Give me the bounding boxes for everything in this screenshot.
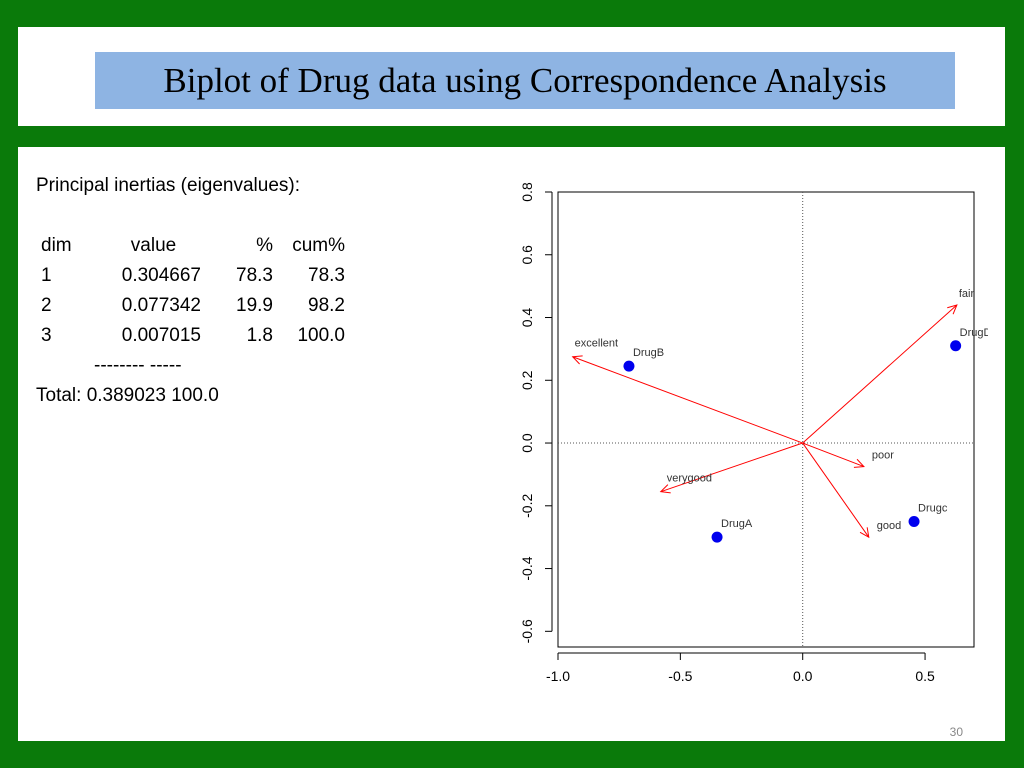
x-tick-label: 0.5 [915,668,935,684]
plot-frame [557,191,975,648]
y-tick-label: 0.4 [519,308,535,328]
x-tick-label: 0.0 [793,668,813,684]
inertia-separator: -------- ----- [94,355,182,376]
row-cum: 78.3 [308,265,345,286]
inertia-table: Principal inertias (eigenvalues): dim va… [36,171,345,411]
y-tick-label: -0.6 [519,619,535,643]
inertia-total: Total: 0.389023 100.0 [36,385,219,406]
header-cum: cum% [292,235,345,256]
inertia-heading: Principal inertias (eigenvalues): [36,175,301,196]
row-cum: 98.2 [308,295,345,316]
arrow-line [660,442,803,493]
x-tick-label: -1.0 [546,668,570,684]
inertia-row: 3 0.007015 1.8 100.0 [36,321,345,351]
arrow-label: verygood [667,473,712,485]
y-tick-label: 0.0 [519,433,535,453]
y-tick-label: 0.6 [519,245,535,265]
header-value: value [130,235,177,256]
title-box: Biplot of Drug data using Correspondence… [95,52,955,109]
inertia-row: 1 0.304667 78.3 78.3 [36,261,345,291]
arrow-label: good [877,520,901,532]
data-point [623,360,635,372]
row-cum: 100.0 [297,325,345,346]
data-point [908,515,920,527]
row-value: 0.077342 [121,295,201,316]
row-pct: 19.9 [236,295,273,316]
inertia-header-row: dim value % cum% [36,231,345,261]
arrow-label: excellent [575,338,618,350]
arrow-line [802,442,870,538]
content-panel: Principal inertias (eigenvalues): dim va… [18,147,1005,741]
row-dim: 1 [41,265,52,286]
y-tick-label: -0.4 [519,556,535,580]
slide-title: Biplot of Drug data using Correspondence… [163,60,887,100]
arrow-head [571,355,583,365]
arrow-label: poor [872,450,894,462]
x-tick-label: -0.5 [668,668,692,684]
arrow-head [859,527,870,539]
header-pct: % [256,235,273,256]
inertia-row: 2 0.077342 19.9 98.2 [36,291,345,321]
arrow-head [853,458,865,468]
biplot-chart: -1.0 -0.5 0.0 0.5 -0.6 -0.4 -0.2 0.0 0.2 0.4 0.6 0.… [519,182,988,684]
arrow-head [947,304,958,315]
arrow-head [659,484,671,494]
arrow-line [802,304,958,444]
data-point-label: DrugA [721,518,753,530]
page-number: 30 [949,725,963,739]
data-point-label: Drugc [918,502,948,514]
data-point [950,340,962,352]
data-point-label: DrugD [960,327,988,339]
row-dim: 2 [41,295,52,316]
arrow-label: fair [959,288,975,300]
arrow-line [572,356,803,444]
row-pct: 1.8 [246,325,273,346]
y-tick-label: 0.2 [519,370,535,390]
data-point-label: DrugB [633,347,664,359]
row-dim: 3 [41,325,52,346]
y-tick-label: -0.2 [519,494,535,518]
y-tick-label: 0.8 [519,182,535,202]
data-point [711,531,723,543]
row-value: 0.304667 [121,265,201,286]
title-panel: Biplot of Drug data using Correspondence… [18,27,1005,126]
arrow-line [802,442,865,468]
row-pct: 78.3 [236,265,273,286]
header-dim: dim [41,235,72,256]
row-value: 0.007015 [121,325,201,346]
